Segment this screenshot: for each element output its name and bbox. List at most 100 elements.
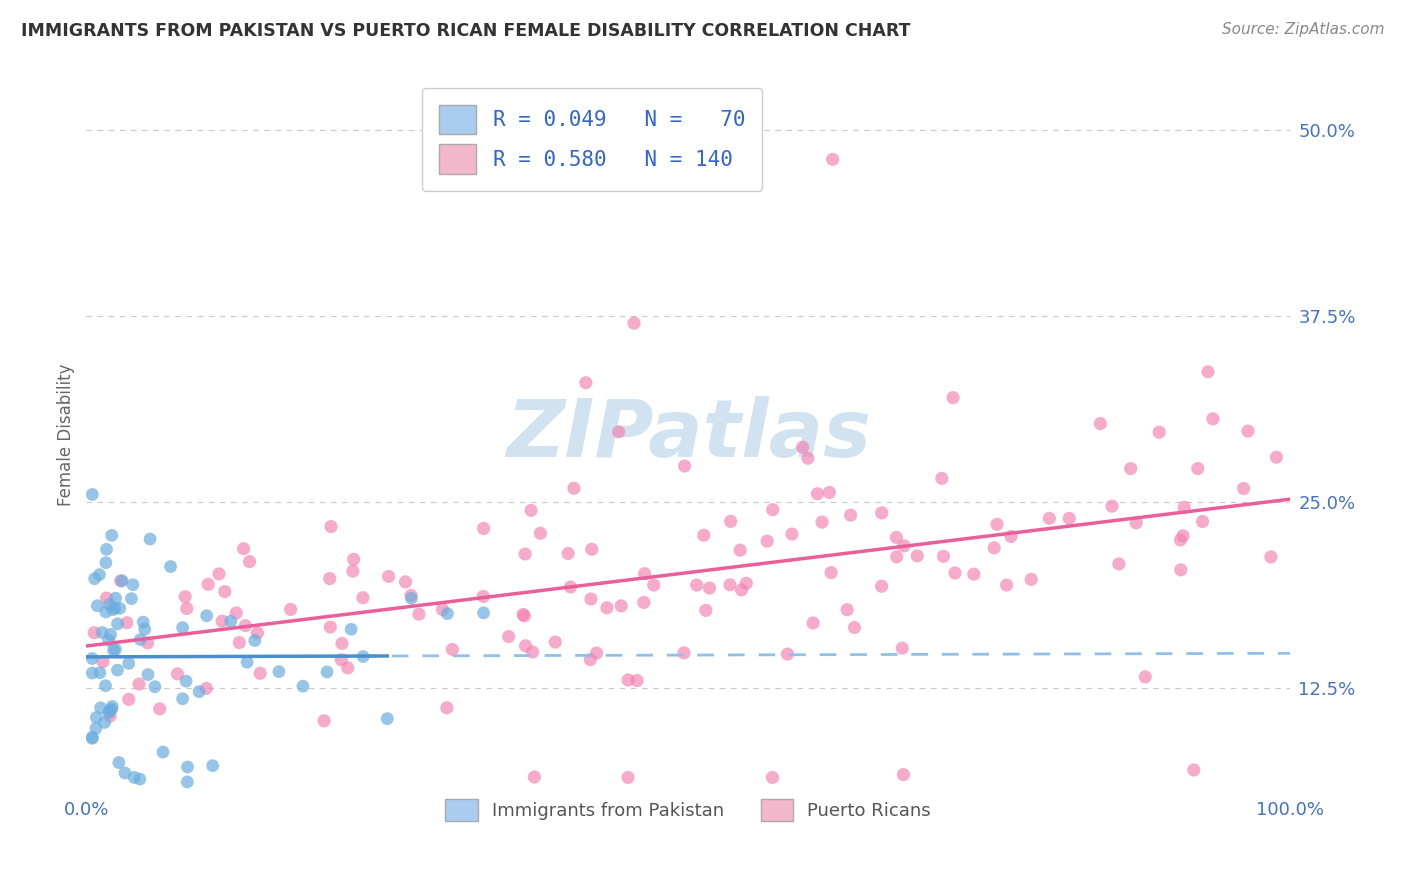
Point xyxy=(172,691,194,706)
Point xyxy=(472,590,495,604)
Point xyxy=(111,574,134,588)
Point xyxy=(118,657,141,671)
Point xyxy=(128,772,150,786)
Point xyxy=(839,508,862,523)
Point xyxy=(86,710,108,724)
Point xyxy=(523,770,546,784)
Point xyxy=(585,646,607,660)
Point xyxy=(107,663,129,677)
Point xyxy=(129,632,152,647)
Point xyxy=(792,440,814,454)
Point xyxy=(432,602,454,616)
Point xyxy=(522,645,544,659)
Point xyxy=(91,655,114,669)
Point xyxy=(100,702,122,716)
Point xyxy=(693,528,716,542)
Point xyxy=(122,771,145,785)
Text: ZIPatlas: ZIPatlas xyxy=(506,396,870,474)
Point xyxy=(797,451,820,466)
Point xyxy=(776,647,799,661)
Point xyxy=(319,519,342,533)
Point xyxy=(818,485,841,500)
Point xyxy=(110,574,132,588)
Point xyxy=(149,702,172,716)
Point xyxy=(108,601,131,615)
Point xyxy=(837,603,859,617)
Legend: Immigrants from Pakistan, Puerto Ricans: Immigrants from Pakistan, Puerto Ricans xyxy=(436,789,941,830)
Point xyxy=(720,514,742,528)
Point xyxy=(436,700,458,714)
Point xyxy=(756,534,779,549)
Point xyxy=(104,642,127,657)
Point xyxy=(267,665,290,679)
Point xyxy=(806,487,828,501)
Point xyxy=(1000,529,1022,543)
Point xyxy=(104,601,127,615)
Point xyxy=(401,591,423,606)
Point xyxy=(560,580,582,594)
Point xyxy=(232,541,254,556)
Point xyxy=(844,620,866,634)
Point xyxy=(1233,482,1256,496)
Y-axis label: Female Disability: Female Disability xyxy=(58,364,75,506)
Point xyxy=(225,606,247,620)
Point xyxy=(375,712,398,726)
Point xyxy=(312,714,335,728)
Point xyxy=(101,699,124,714)
Point xyxy=(330,636,353,650)
Point xyxy=(1170,563,1192,577)
Point xyxy=(963,567,986,582)
Point xyxy=(115,615,138,630)
Point xyxy=(316,665,339,679)
Point xyxy=(98,704,121,718)
Point xyxy=(1182,763,1205,777)
Point xyxy=(943,566,966,580)
Point xyxy=(93,715,115,730)
Point xyxy=(562,481,585,495)
Point xyxy=(118,692,141,706)
Point xyxy=(1191,515,1213,529)
Point xyxy=(891,641,914,656)
Point xyxy=(633,566,655,581)
Point xyxy=(1101,499,1123,513)
Point xyxy=(236,655,259,669)
Point xyxy=(114,766,136,780)
Point xyxy=(1119,461,1142,475)
Point xyxy=(86,599,108,613)
Point xyxy=(399,588,422,602)
Point xyxy=(82,730,104,744)
Point xyxy=(1237,424,1260,438)
Point xyxy=(1187,461,1209,475)
Point xyxy=(134,622,156,636)
Point xyxy=(89,567,111,582)
Point xyxy=(870,579,893,593)
Point xyxy=(342,564,364,578)
Point xyxy=(1202,411,1225,425)
Point xyxy=(159,559,181,574)
Point xyxy=(188,684,211,698)
Point xyxy=(101,602,124,616)
Point xyxy=(1019,573,1042,587)
Point xyxy=(515,547,537,561)
Point xyxy=(82,487,104,501)
Point xyxy=(195,681,218,696)
Point xyxy=(228,635,250,649)
Point xyxy=(82,731,104,746)
Point xyxy=(886,530,908,544)
Point xyxy=(94,605,117,619)
Point xyxy=(340,622,363,636)
Point xyxy=(394,574,416,589)
Point xyxy=(249,666,271,681)
Point xyxy=(108,756,131,770)
Point xyxy=(1125,516,1147,530)
Point xyxy=(408,607,430,622)
Point xyxy=(128,677,150,691)
Point xyxy=(211,614,233,628)
Point xyxy=(610,599,633,613)
Point xyxy=(643,578,665,592)
Point xyxy=(90,701,112,715)
Point xyxy=(352,649,374,664)
Point xyxy=(352,591,374,605)
Point xyxy=(97,706,120,720)
Point xyxy=(96,542,118,557)
